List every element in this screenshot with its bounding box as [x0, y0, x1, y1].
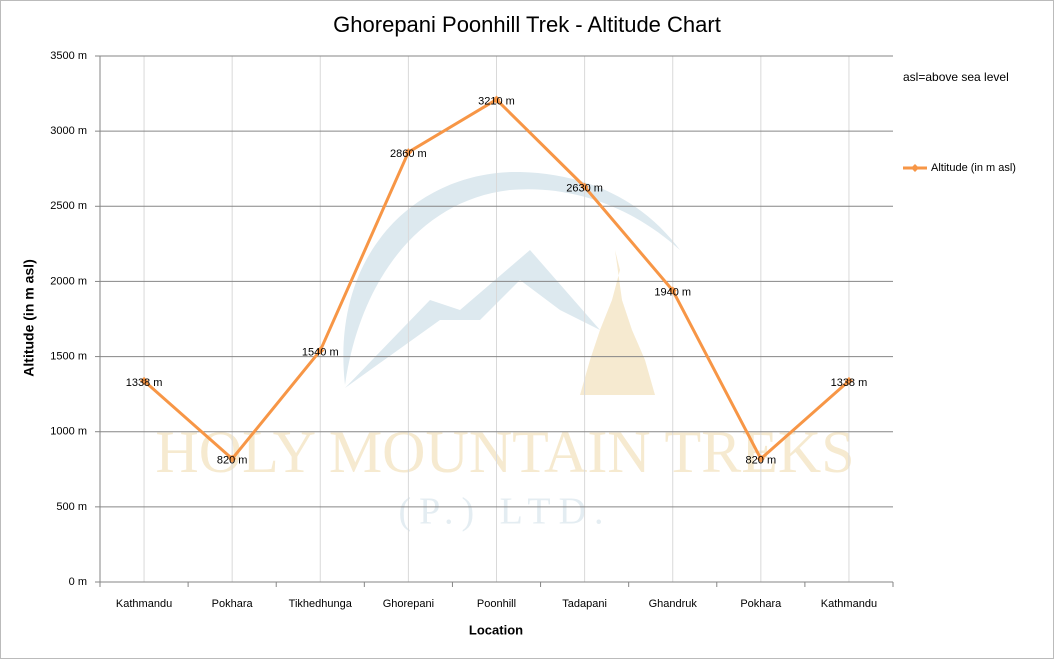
data-point	[404, 148, 413, 157]
data-point	[140, 376, 149, 385]
data-point	[844, 376, 853, 385]
x-tick-label: Tadapani	[562, 598, 607, 610]
y-axis-title: Altitude (in m asl)	[21, 259, 37, 376]
data-label: 1940 m	[654, 286, 691, 298]
x-tick-label: Ghandruk	[649, 598, 698, 610]
chart-title: Ghorepani Poonhill Trek - Altitude Chart	[333, 12, 721, 37]
y-tick-label: 1000 m	[50, 426, 87, 438]
legend-label: Altitude (in m asl)	[931, 162, 1016, 174]
data-point	[228, 454, 237, 463]
y-tick-label: 2000 m	[50, 275, 87, 287]
y-tick-label: 2500 m	[50, 200, 87, 212]
data-point	[756, 454, 765, 463]
data-point	[580, 182, 589, 191]
data-point	[668, 286, 677, 295]
y-tick-label: 3000 m	[50, 125, 87, 137]
data-label: 1540 m	[302, 346, 339, 358]
data-label: 1338 m	[831, 377, 868, 389]
data-label: 1338 m	[126, 377, 163, 389]
data-label: 2630 m	[566, 183, 603, 195]
watermark-logo	[343, 171, 680, 395]
x-tick-label: Poonhill	[477, 598, 516, 610]
y-tick-label: 0 m	[69, 576, 87, 588]
x-tick-label: Kathmandu	[116, 598, 172, 610]
legend-marker	[911, 164, 919, 172]
y-tick-label: 500 m	[56, 501, 87, 513]
watermark-text: (P.) LTD.	[398, 491, 611, 533]
x-tick-label: Pokhara	[740, 598, 782, 610]
data-label: 820 m	[217, 455, 248, 467]
data-point	[316, 346, 325, 355]
x-tick-label: Tikhedhunga	[289, 598, 353, 610]
data-point	[492, 95, 501, 104]
y-tick-label: 3500 m	[50, 50, 87, 62]
annotation: asl=above sea level	[903, 70, 1009, 84]
y-tick-label: 1500 m	[50, 350, 87, 362]
x-tick-label: Ghorepani	[383, 598, 434, 610]
data-label: 820 m	[746, 455, 777, 467]
x-axis-title: Location	[469, 622, 523, 637]
x-tick-label: Kathmandu	[821, 598, 877, 610]
x-tick-label: Pokhara	[212, 598, 254, 610]
data-label: 2860 m	[390, 148, 427, 160]
data-label: 3210 m	[478, 95, 515, 107]
watermark-text: HOLY MOUNTAIN TREKS	[155, 419, 854, 485]
